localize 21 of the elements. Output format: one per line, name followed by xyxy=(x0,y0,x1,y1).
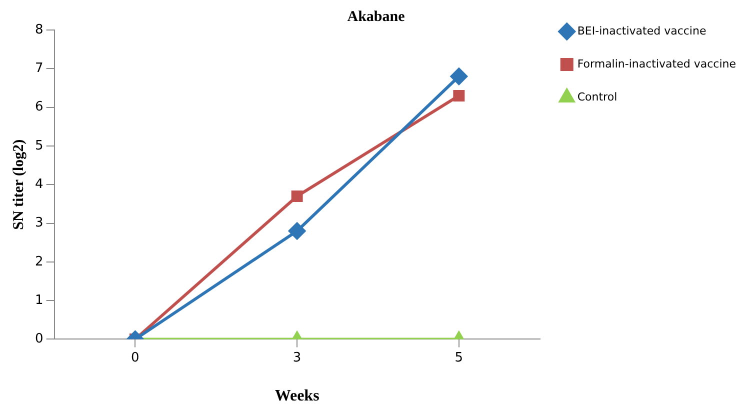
y-tick-label: 5 xyxy=(34,138,44,154)
legend-label: Control xyxy=(577,90,618,104)
x-tick-label: 0 xyxy=(131,350,140,366)
y-tick-label: 7 xyxy=(34,61,44,76)
point xyxy=(453,90,465,102)
x-tick-label: 3 xyxy=(292,350,302,366)
y-tick-label: 0 xyxy=(34,332,44,347)
y-tick-label: 1 xyxy=(34,292,44,308)
y-tick-label: 4 xyxy=(34,176,44,192)
legend-label: BEI-inactivated vaccine xyxy=(577,24,706,38)
y-tick-label: 8 xyxy=(34,22,44,38)
point xyxy=(291,190,303,202)
y-axis-title: SN titer (log2) xyxy=(10,139,27,230)
chart-title: Akabane xyxy=(347,8,406,25)
y-tick-label: 2 xyxy=(34,254,44,270)
legend-label: Formalin-inactivated vaccine xyxy=(577,57,736,70)
y-tick-label: 6 xyxy=(34,100,44,115)
y-tick-label: 3 xyxy=(34,216,44,231)
point xyxy=(450,68,468,85)
x-tick-label: 5 xyxy=(454,350,464,366)
x-axis-title: Weeks xyxy=(274,388,320,405)
